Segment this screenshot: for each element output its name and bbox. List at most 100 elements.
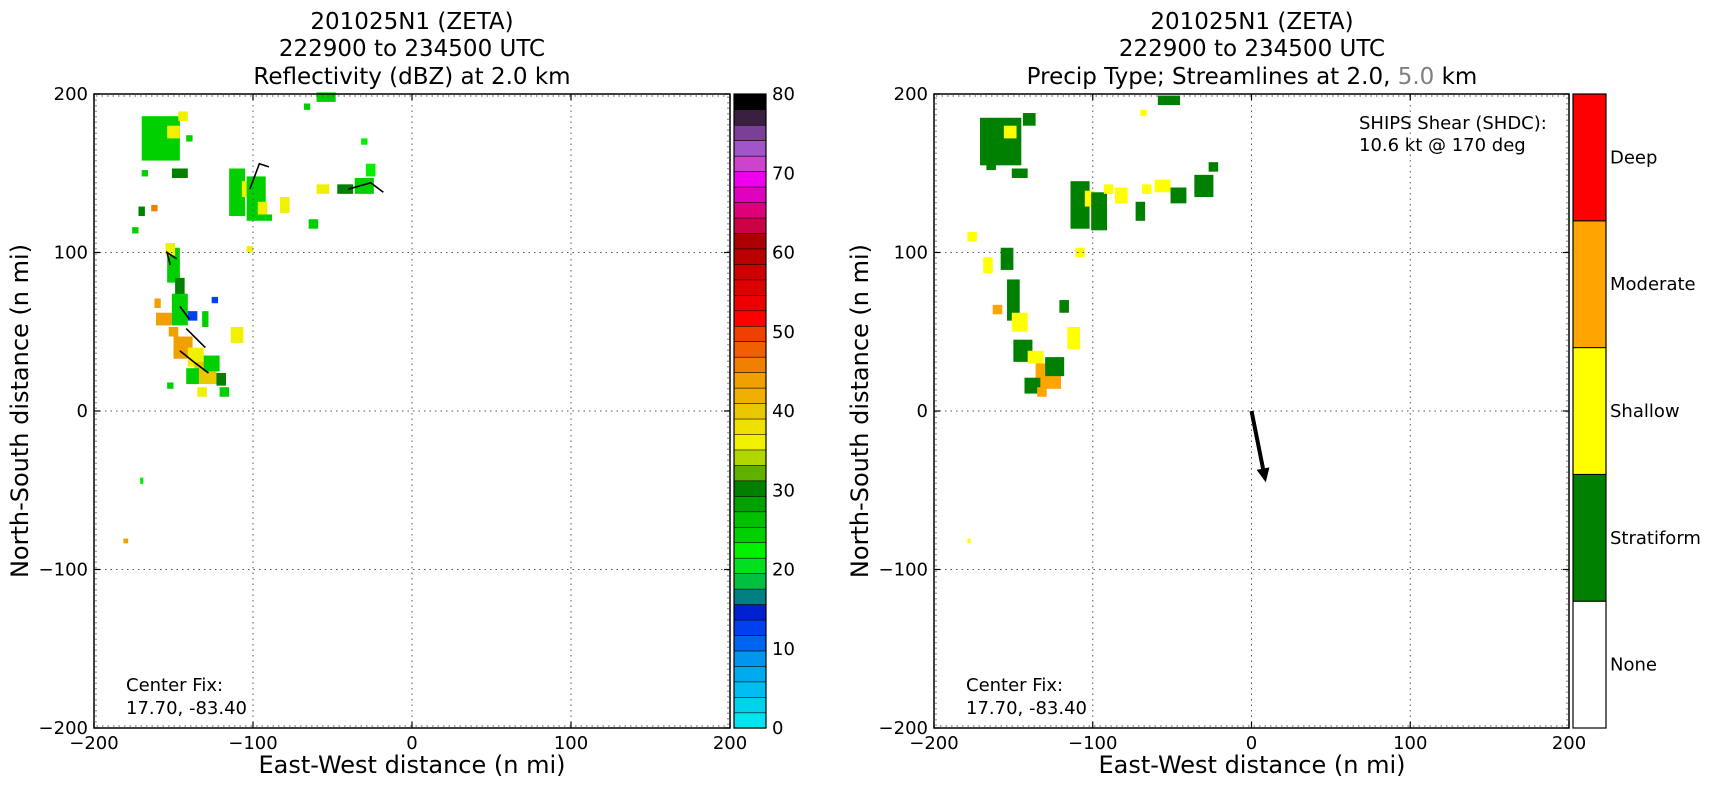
precip-cell (1059, 300, 1069, 313)
right-x-tick-label: −200 (909, 733, 958, 754)
shear-arrow-shaft (1249, 410, 1265, 469)
left-streamlines (165, 162, 384, 374)
precip-cell (992, 304, 1003, 315)
precip-cell (1045, 357, 1065, 377)
right-title-line-3-main: Precip Type; Streamlines at 2.0, (1027, 64, 1398, 90)
category-label-shallow: Shallow (1610, 401, 1680, 422)
colorbar-bin (733, 93, 767, 111)
echo-cell (151, 204, 158, 212)
precip-cell (1084, 190, 1095, 207)
colorbar-bin (733, 155, 767, 172)
echo-cell (178, 111, 188, 121)
right-center-fix-value: 17.70, -83.40 (966, 698, 1087, 719)
streamline (179, 305, 191, 320)
echo-cell (167, 382, 174, 389)
precip-cell (1140, 109, 1147, 117)
echo-cell (167, 247, 180, 283)
right-x-tick-label: −100 (1068, 733, 1117, 754)
precip-cell (983, 257, 993, 274)
precip-cell (980, 117, 1022, 166)
precip-cell (986, 163, 996, 171)
echo-cell (123, 538, 129, 544)
streamline (179, 350, 209, 374)
echo-cell (365, 163, 376, 177)
left-x-tick-label: −200 (69, 733, 118, 754)
streamline (185, 328, 206, 349)
right-title-line-3-gray-level: 5.0 (1398, 64, 1435, 90)
ships-shear-label: SHIPS Shear (SHDC): (1359, 113, 1547, 134)
echo-cell (211, 296, 219, 304)
echo-cell (140, 477, 144, 484)
echo-cell (265, 214, 273, 221)
colorbar-bin (733, 109, 767, 126)
colorbar-bin (733, 542, 767, 559)
left-y-tick-label: 100 (54, 243, 88, 264)
colorbar-bin (733, 495, 767, 513)
colorbar-tick-label: 30 (772, 480, 795, 501)
echo-cell (241, 181, 252, 198)
category-swatch-moderate (1572, 220, 1607, 349)
left-y-axis-label: North-South distance (n mi) (6, 244, 34, 578)
echo-cell (141, 170, 149, 177)
echo-cell (171, 293, 188, 326)
left-center-fix-value: 17.70, -83.40 (126, 698, 247, 719)
right-y-axis-label: North-South distance (n mi) (846, 244, 874, 578)
category-label-deep: Deep (1610, 147, 1657, 168)
colorbar-bin (733, 511, 767, 528)
colorbar-tick-label: 10 (772, 639, 795, 660)
right-x-tick-label: 200 (1552, 733, 1586, 754)
colorbar-bin (733, 603, 767, 621)
colorbar-bin (733, 171, 767, 188)
colorbar-bin (733, 696, 767, 714)
echo-cell (354, 178, 374, 194)
echo-cell (308, 219, 319, 229)
colorbar-bin (733, 263, 767, 281)
echo-cell (361, 138, 368, 145)
right-y-tick-label: 100 (894, 243, 928, 264)
colorbar-bin (733, 665, 767, 683)
colorbar-bin (733, 588, 767, 605)
precip-cell (1003, 125, 1017, 139)
left-y-tick-label: 200 (54, 84, 88, 105)
right-axis-ticks: −200 −100 0 100 200 −200 −100 0 100 200 (879, 84, 1587, 754)
colorbar-tick-label: 70 (772, 163, 795, 184)
echo-cell (138, 206, 145, 217)
right-x-tick-label: 0 (1246, 733, 1257, 754)
right-y-tick-label: 0 (917, 401, 928, 422)
precip-cell (1022, 113, 1036, 126)
streamline (249, 162, 270, 190)
precip-cell (1067, 326, 1081, 350)
colorbar-bin (733, 634, 767, 652)
colorbar-bin (733, 557, 767, 574)
shear-arrow-head (1256, 467, 1270, 483)
colorbar-bin (733, 480, 767, 497)
precip-cell (1000, 247, 1014, 270)
right-y-tick-label: −200 (879, 718, 928, 739)
echo-cell (156, 312, 172, 326)
colorbar-bin (733, 387, 767, 404)
category-label-moderate: Moderate (1610, 274, 1696, 295)
shear-vector-arrow (1249, 410, 1270, 483)
right-center-fix-label: Center Fix: (966, 675, 1063, 696)
colorbar-tick-label: 0 (772, 718, 783, 739)
colorbar-bin (733, 619, 767, 636)
left-x-tick-label: −100 (228, 733, 277, 754)
right-title-line-2: 222900 to 234500 UTC (1119, 36, 1385, 62)
precip-cell (1037, 387, 1047, 397)
colorbar-tick-label: 20 (772, 560, 795, 581)
left-axis-ticks: −200 −100 0 100 200 −200 −100 0 100 200 (39, 84, 748, 754)
echo-cell (187, 311, 198, 321)
colorbar-bin (733, 681, 767, 698)
colorbar-bin (733, 712, 767, 729)
right-x-tick-label: 100 (1393, 733, 1427, 754)
category-swatch-none (1572, 600, 1607, 729)
precip-cell (1011, 312, 1028, 332)
precip-type-colorbar (1572, 93, 1607, 729)
colorbar-tick-label: 60 (772, 243, 795, 264)
precip-cell (1208, 162, 1219, 172)
reflectivity-colorbar-labels: 0 10 20 30 40 50 60 70 80 (772, 84, 795, 739)
colorbar-bin (733, 449, 767, 466)
colorbar-bin (733, 279, 767, 296)
left-x-tick-label: 200 (713, 733, 747, 754)
left-center-fix-label: Center Fix: (126, 675, 223, 696)
